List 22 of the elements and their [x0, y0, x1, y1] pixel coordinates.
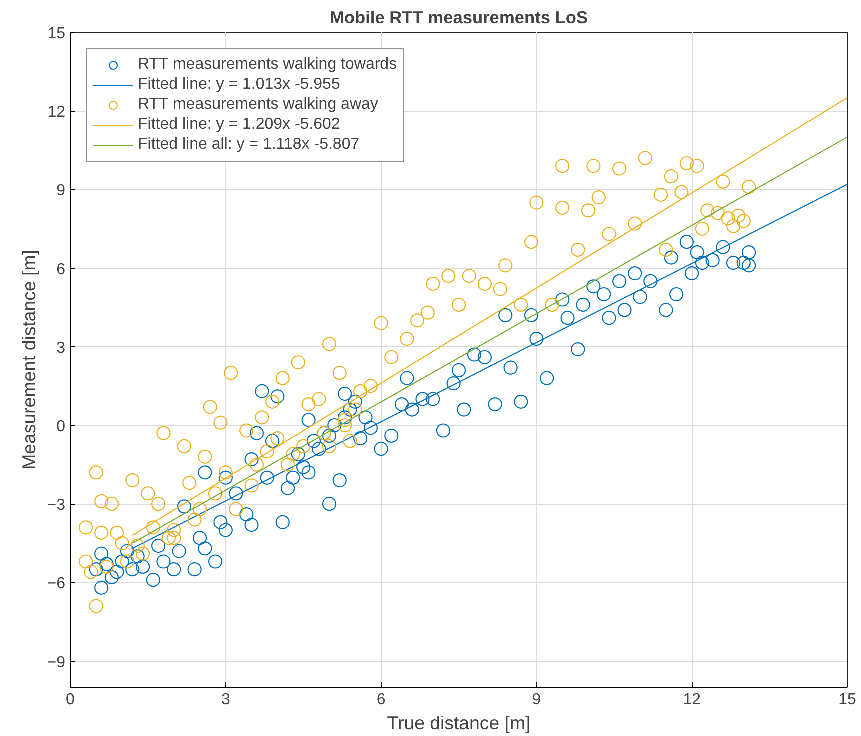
- legend-label: RTT measurements walking towards: [138, 56, 398, 74]
- y-axis-title: Measurement distance [m]: [18, 250, 40, 470]
- x-tick-label: 6: [376, 692, 386, 708]
- x-tick-label: 15: [838, 692, 856, 708]
- x-tick-label: 3: [221, 692, 230, 708]
- y-tick-label: 0: [56, 418, 66, 436]
- y-tick-label: −9: [47, 654, 66, 672]
- x-tick-label: 12: [683, 692, 702, 708]
- y-tick-label: 6: [56, 261, 66, 278]
- y-tick-label: −3: [47, 497, 66, 514]
- y-tick-label: −6: [47, 576, 66, 593]
- y-tick-label: 3: [56, 340, 66, 357]
- x-tick-label: 9: [532, 692, 542, 708]
- legend-label: Fitted line: y = 1.013x -5.955: [138, 76, 340, 94]
- legend-label: RTT measurements walking away: [138, 96, 378, 114]
- legend-label: Fitted line all: y = 1.118x -5.807: [138, 136, 360, 154]
- legend-label: Fitted line: y = 1.209x -5.602: [138, 116, 340, 134]
- y-tick-label: 12: [48, 104, 66, 122]
- x-axis-title: True distance [m]: [387, 712, 531, 734]
- y-tick-label: 15: [48, 26, 66, 42]
- chart-title: Mobile RTT measurements LoS: [330, 8, 588, 28]
- y-tick-label: 9: [56, 182, 66, 200]
